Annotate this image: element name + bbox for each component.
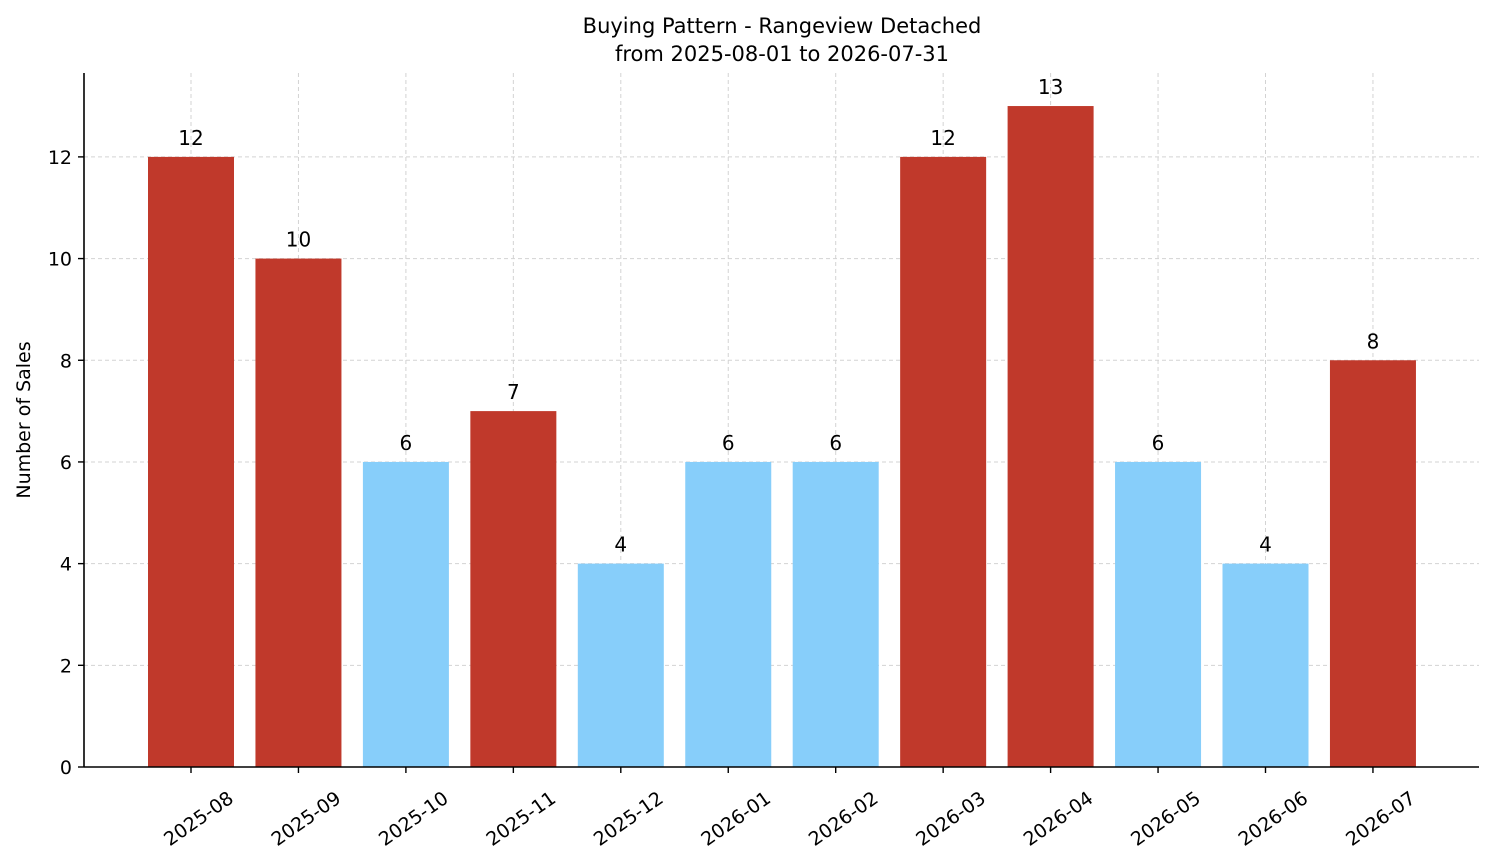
data-label-2026-01: 6 — [722, 431, 735, 455]
data-label-2026-04: 13 — [1038, 75, 1063, 99]
x-tick-label: 2026-07 — [1342, 787, 1420, 851]
bar-2026-07 — [1329, 360, 1416, 767]
x-tick-label: 2026-06 — [1235, 787, 1313, 851]
x-tick-label: 2026-02 — [805, 787, 883, 851]
y-tick-label: 4 — [60, 554, 72, 576]
bar-2026-02 — [792, 461, 879, 767]
data-label-2026-06: 4 — [1259, 533, 1272, 557]
bar-2025-10 — [362, 461, 449, 767]
bar-2026-03 — [900, 156, 987, 767]
bar-layer — [148, 106, 1416, 768]
y-tick-label: 0 — [60, 757, 72, 779]
bar-2026-06 — [1222, 563, 1309, 767]
x-tick-label: 2025-12 — [590, 787, 668, 851]
bar-2025-09 — [255, 258, 342, 767]
x-tick-label: 2025-08 — [160, 787, 238, 851]
bar-2025-12 — [577, 563, 664, 767]
bar-2026-01 — [685, 461, 772, 767]
data-label-2026-05: 6 — [1152, 431, 1165, 455]
x-tick-label: 2026-01 — [697, 787, 775, 851]
x-tick-label: 2025-11 — [482, 787, 560, 851]
x-tick-label: 2025-10 — [375, 787, 453, 851]
x-tick-label: 2026-03 — [912, 787, 990, 851]
bar-2025-11 — [470, 411, 557, 767]
data-label-2026-03: 12 — [930, 126, 955, 150]
chart-subtitle: from 2025-08-01 to 2026-07-31 — [615, 42, 949, 66]
x-tick-label: 2026-05 — [1127, 787, 1205, 851]
y-axis-label: Number of Sales — [13, 341, 35, 498]
x-tick-label: 2026-04 — [1020, 787, 1098, 851]
data-label-2026-07: 8 — [1367, 329, 1380, 353]
data-label-2025-12: 4 — [614, 533, 627, 557]
y-tick-label: 12 — [48, 147, 72, 169]
x-tick-label: 2025-09 — [267, 787, 345, 851]
bar-2025-08 — [148, 156, 234, 767]
y-tick-label: 6 — [60, 452, 72, 474]
data-label-2026-02: 6 — [829, 431, 842, 455]
chart-title: Buying Pattern - Rangeview Detached — [583, 14, 982, 38]
data-label-2025-08: 12 — [178, 126, 203, 150]
bar-2026-04 — [1007, 106, 1094, 768]
data-label-2025-10: 6 — [400, 431, 413, 455]
y-tick-label: 8 — [60, 350, 72, 372]
y-tick-label: 2 — [60, 655, 72, 677]
data-label-2025-11: 7 — [507, 380, 520, 404]
y-tick-label: 10 — [48, 249, 72, 271]
data-label-layer: 12 10 6 7 4 6 6 12 13 6 4 8 — [178, 75, 1379, 557]
data-label-2025-09: 10 — [286, 228, 311, 252]
bar-2026-05 — [1115, 461, 1202, 767]
